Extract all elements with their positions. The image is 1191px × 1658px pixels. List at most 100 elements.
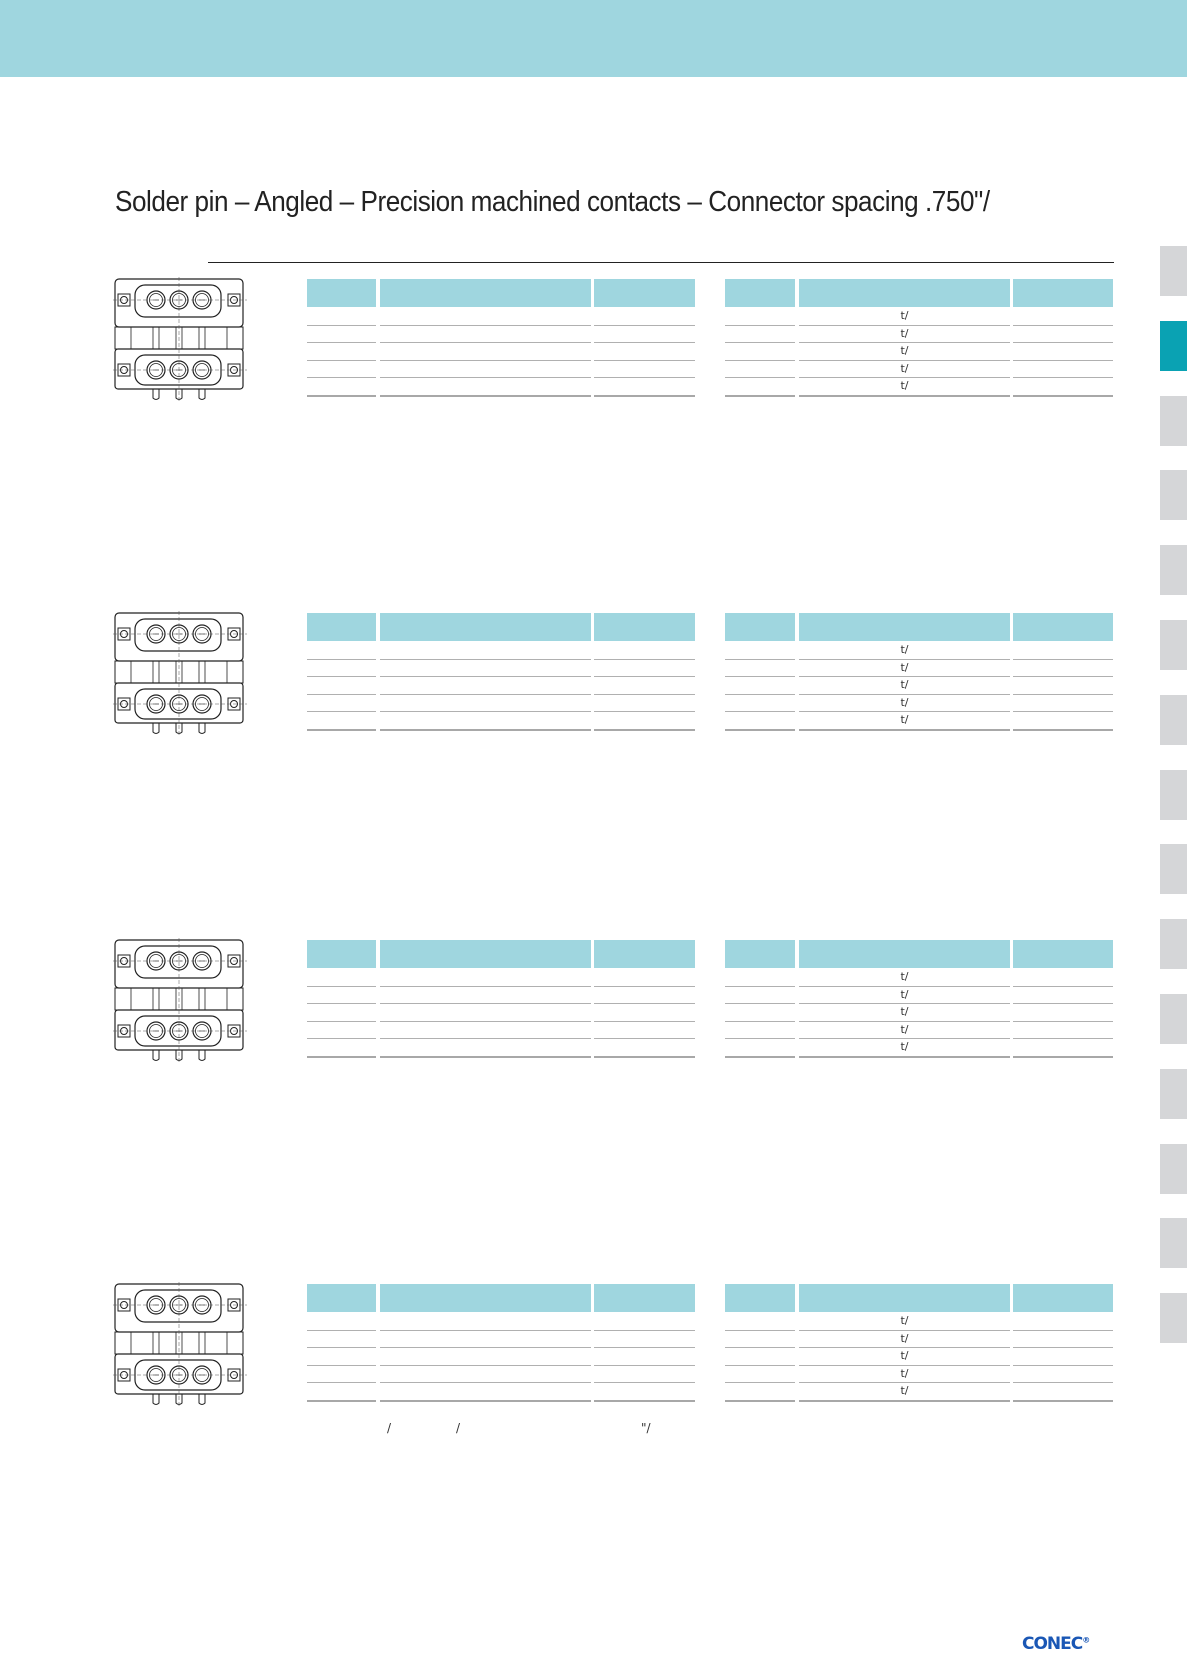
- left-row-divider: [307, 1329, 376, 1331]
- side-tab-5[interactable]: [1160, 545, 1187, 596]
- left-row-divider: [594, 1038, 695, 1039]
- right-table-cell: t/: [900, 379, 909, 392]
- side-tab-12[interactable]: [1160, 1068, 1187, 1119]
- connector-drawing: [113, 1282, 247, 1406]
- right-table-cell: t/: [900, 326, 909, 340]
- right-row-divider: [725, 658, 795, 660]
- right-row-divider: [1013, 658, 1113, 660]
- side-tab-2[interactable]: [1160, 320, 1187, 371]
- left-row-divider: [380, 985, 591, 987]
- left-row-divider: [307, 985, 376, 987]
- conec-logo: CONEC®: [1022, 1634, 1090, 1654]
- right-table-cell: t/: [900, 1022, 909, 1036]
- left-row-divider: [380, 1364, 591, 1366]
- right-table-cell: t/: [900, 987, 909, 1001]
- right-row-divider: [799, 676, 1010, 677]
- left-row-divider: [594, 1399, 695, 1402]
- right-row-divider: [799, 1399, 1010, 1402]
- right-row-divider: [1013, 693, 1113, 695]
- left-row-divider: [380, 377, 591, 378]
- right-row-divider: [725, 985, 795, 987]
- right-row-divider: [725, 1382, 795, 1383]
- left-row-divider: [307, 1399, 376, 1402]
- side-tab-15[interactable]: [1160, 1293, 1187, 1344]
- right-row-divider: [725, 711, 795, 712]
- left-row-divider: [307, 324, 376, 326]
- right-row-divider: [1013, 1382, 1113, 1383]
- right-row-divider: [725, 377, 795, 378]
- side-tab-4[interactable]: [1160, 470, 1187, 521]
- right-table-cell: t/: [900, 695, 909, 709]
- right-row-divider: [1013, 324, 1113, 326]
- left-row-divider: [594, 1329, 695, 1331]
- connector-drawing: [113, 611, 247, 735]
- right-row-divider: [725, 1329, 795, 1331]
- right-row-divider: [799, 1329, 1010, 1331]
- right-table-cell: t/: [900, 344, 909, 357]
- side-tab-10[interactable]: [1160, 919, 1187, 970]
- side-tab-13[interactable]: [1160, 1143, 1187, 1194]
- connector-drawing: [113, 277, 247, 401]
- product-section: t/t/t/t/t/: [0, 1282, 1191, 1412]
- left-row-divider: [307, 711, 376, 712]
- right-row-divider: [799, 1347, 1010, 1348]
- right-row-divider: [725, 394, 795, 397]
- right-row-divider: [799, 1003, 1010, 1004]
- right-header-cell: [799, 940, 1010, 968]
- product-section: t/t/t/t/t/: [0, 277, 1191, 407]
- left-row-divider: [594, 711, 695, 712]
- right-table-cell: t/: [900, 1331, 909, 1345]
- right-row-divider: [799, 377, 1010, 378]
- left-row-divider: [307, 658, 376, 660]
- left-row-divider: [380, 658, 591, 660]
- left-row-divider: [594, 377, 695, 378]
- left-row-divider: [594, 1020, 695, 1022]
- side-tab-7[interactable]: [1160, 694, 1187, 745]
- left-row-divider: [594, 342, 695, 343]
- right-row-divider: [725, 1038, 795, 1039]
- left-row-divider: [594, 359, 695, 361]
- left-row-divider: [380, 1003, 591, 1004]
- right-row-divider: [725, 728, 795, 731]
- right-row-divider: [1013, 377, 1113, 378]
- left-row-divider: [307, 728, 376, 731]
- side-tab-3[interactable]: [1160, 395, 1187, 446]
- left-row-divider: [594, 1003, 695, 1004]
- footnote-slash-2: /: [456, 1421, 461, 1435]
- right-row-divider: [725, 1399, 795, 1402]
- right-table-cell: t/: [900, 1040, 909, 1053]
- right-header-cell: [799, 613, 1010, 641]
- side-tab-1[interactable]: [1160, 246, 1187, 296]
- right-header-cell: [725, 613, 795, 641]
- left-header-cell: [307, 613, 376, 641]
- left-row-divider: [594, 324, 695, 326]
- side-tab-9[interactable]: [1160, 844, 1187, 895]
- left-row-divider: [380, 1038, 591, 1039]
- left-row-divider: [307, 1020, 376, 1022]
- left-header-cell: [380, 1284, 591, 1312]
- right-row-divider: [1013, 1347, 1113, 1348]
- right-header-cell: [799, 279, 1010, 307]
- right-row-divider: [725, 1003, 795, 1004]
- left-row-divider: [380, 1020, 591, 1022]
- footnote-inch-slash: "/: [641, 1421, 651, 1435]
- right-row-divider: [1013, 359, 1113, 361]
- right-row-divider: [725, 1055, 795, 1058]
- side-tab-6[interactable]: [1160, 620, 1187, 670]
- left-row-divider: [307, 394, 376, 397]
- right-row-divider: [1013, 1364, 1113, 1366]
- left-row-divider: [307, 676, 376, 677]
- title-rule: [208, 262, 1114, 263]
- left-row-divider: [594, 693, 695, 695]
- right-row-divider: [799, 394, 1010, 397]
- right-row-divider: [725, 342, 795, 343]
- right-header-cell: [725, 1284, 795, 1312]
- side-tab-8[interactable]: [1160, 769, 1187, 820]
- left-row-divider: [307, 342, 376, 343]
- product-section: t/t/t/t/t/: [0, 938, 1191, 1068]
- side-tab-14[interactable]: [1160, 1218, 1187, 1269]
- right-row-divider: [1013, 342, 1113, 343]
- left-row-divider: [307, 1038, 376, 1039]
- header-band: [0, 0, 1187, 77]
- side-tab-11[interactable]: [1160, 994, 1187, 1044]
